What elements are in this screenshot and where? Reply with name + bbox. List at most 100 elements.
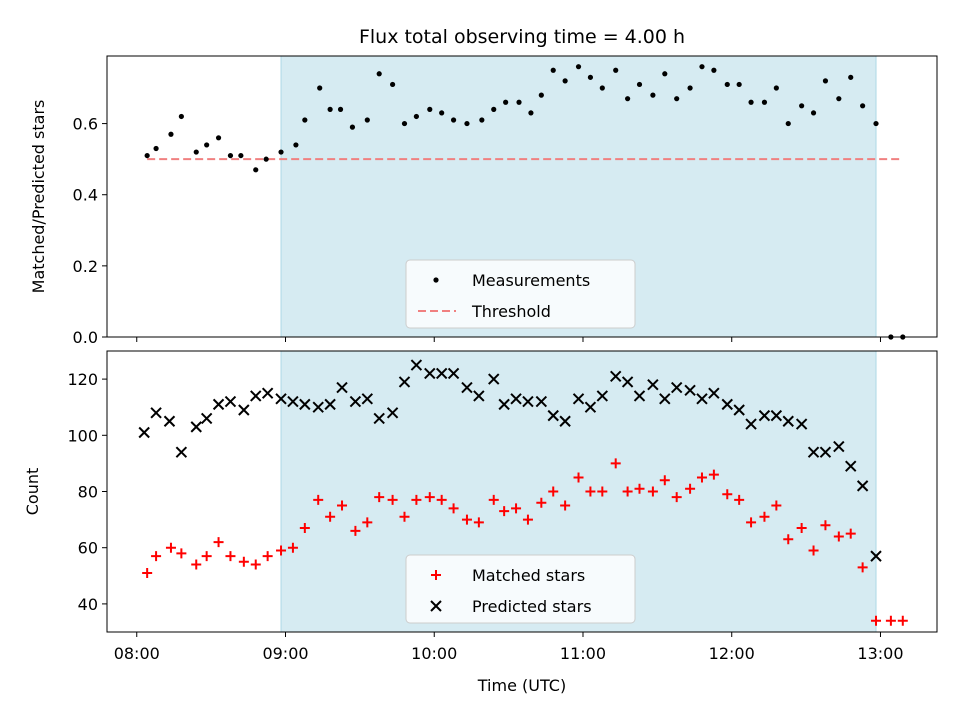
- legend-marker-x: [430, 600, 442, 612]
- measurement-point: [599, 85, 605, 91]
- predicted-star-point: [819, 446, 832, 458]
- measurement-point: [479, 117, 485, 123]
- predicted-star-point: [336, 381, 348, 394]
- matched-star-point: [771, 500, 782, 511]
- measurement-point: [773, 85, 779, 91]
- predicted-star-point: [361, 393, 374, 405]
- legend-box: [405, 259, 636, 329]
- predicted-star-point: [224, 395, 237, 408]
- measurement-point: [389, 81, 396, 88]
- predicted-star-point: [610, 370, 622, 382]
- x-tick-label: 10:00: [411, 644, 457, 663]
- predicted-star-point: [190, 421, 202, 433]
- predicted-star-point: [721, 398, 733, 411]
- predicted-star-point: [138, 426, 150, 439]
- matched-star-point: [461, 514, 472, 525]
- predicted-star-point: [287, 395, 299, 408]
- measurement-point: [401, 120, 408, 127]
- matched-star-point: [845, 528, 856, 539]
- y-tick-label: 60: [78, 539, 98, 558]
- predicted-star-point: [845, 460, 857, 472]
- matched-star-point: [488, 494, 499, 505]
- measurement-point: [317, 85, 323, 91]
- predicted-star-point: [424, 367, 436, 380]
- predicted-star-point: [696, 393, 708, 405]
- ratio-y-label: Matched/Predicted stars: [29, 100, 48, 294]
- measurement-point: [178, 113, 184, 120]
- matched-star-point: [897, 615, 908, 626]
- matched-star-point: [885, 615, 896, 626]
- predicted-star-point: [659, 393, 671, 405]
- matched-star-point: [287, 542, 298, 553]
- count-y-axis: 40 60 80 100 120: [67, 370, 107, 614]
- measurement-point: [227, 152, 234, 159]
- matched-star-point: [746, 517, 757, 528]
- matched-star-point: [448, 503, 459, 514]
- matched-star-point: [262, 551, 273, 562]
- matched-star-point: [201, 551, 212, 562]
- measurement-point: [364, 117, 370, 123]
- matched-star-point: [548, 486, 559, 497]
- count-legend: Matched stars Predicted stars: [405, 554, 636, 624]
- legend-label: Measurements: [472, 271, 590, 290]
- matched-star-point: [511, 503, 522, 514]
- count-panel: 40 60 80 100 120 08:00 09:00 10:00 11:00 12:00 13…: [23, 350, 938, 695]
- legend-box: [405, 554, 636, 624]
- matched-star-point: [597, 486, 608, 497]
- count-panel-frame: [106, 350, 938, 633]
- measurement-point: [238, 152, 244, 159]
- x-tick-label: 12:00: [709, 644, 755, 663]
- measurement-point: [699, 64, 705, 70]
- measurement-point: [464, 120, 470, 127]
- measurement-point: [503, 99, 509, 105]
- matched-star-point: [560, 500, 571, 511]
- measurement-point: [810, 110, 817, 116]
- measurement-point: [204, 142, 210, 148]
- matched-star-point: [362, 517, 373, 528]
- legend-marker-dot: [433, 277, 439, 283]
- measurement-point: [785, 120, 791, 127]
- matched-star-point: [250, 559, 261, 570]
- matched-star-point: [299, 523, 310, 534]
- matched-star-point: [387, 494, 398, 505]
- measurement-point: [873, 120, 879, 127]
- predicted-star-point: [373, 412, 385, 425]
- matched-star-point: [734, 494, 745, 505]
- predicted-star-point: [733, 404, 745, 416]
- matched-star-point: [622, 486, 633, 497]
- y-tick-label: 120: [67, 370, 98, 389]
- legend-label: Threshold: [471, 302, 551, 321]
- ratio-panel-frame: [106, 55, 938, 338]
- predicted-star-point: [547, 409, 559, 422]
- measurement-point: [848, 74, 854, 80]
- predicted-star-point: [510, 393, 522, 405]
- matched-star-point: [151, 551, 162, 562]
- matched-star-point: [374, 492, 385, 503]
- predicted-star-point: [150, 407, 162, 419]
- matched-star-point: [671, 492, 682, 503]
- predicted-star-point: [684, 384, 696, 397]
- predicted-star-point: [498, 398, 510, 411]
- matched-star-point: [573, 472, 584, 483]
- measurement-point: [761, 99, 768, 105]
- ratio-x-ticks: [136, 337, 881, 342]
- predicted-star-point: [770, 409, 783, 422]
- measurement-point: [562, 78, 568, 84]
- predicted-star-point: [238, 404, 250, 416]
- matched-star-point: [499, 506, 510, 517]
- matched-star-point: [808, 545, 819, 556]
- predicted-star-point: [473, 390, 485, 402]
- y-tick-label: 0.0: [73, 328, 98, 347]
- predicted-star-point: [795, 418, 808, 430]
- predicted-star-point: [572, 393, 585, 405]
- matched-star-point: [225, 551, 236, 562]
- predicted-star-point: [175, 446, 188, 458]
- measurement-point: [413, 113, 419, 120]
- measurement-point: [144, 152, 150, 159]
- predicted-star-point: [596, 390, 609, 402]
- measurement-point: [860, 103, 866, 109]
- matched-star-point: [424, 492, 435, 503]
- predicted-star-point: [447, 367, 460, 380]
- measurement-point: [215, 135, 222, 141]
- y-tick-label: 40: [78, 595, 98, 614]
